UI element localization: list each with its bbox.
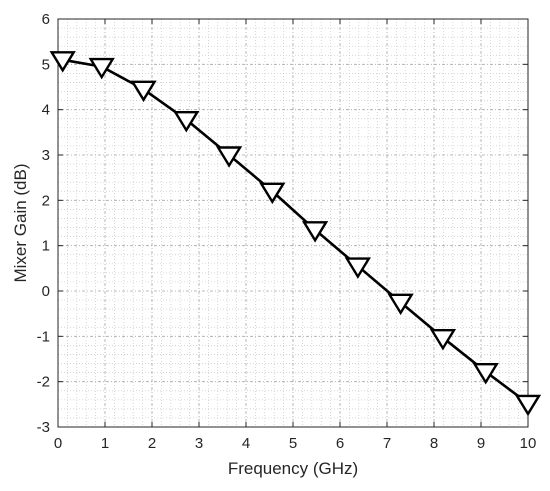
data-point-marker (514, 394, 542, 417)
data-point-marker (49, 51, 76, 73)
x-tick-label: 6 (336, 435, 344, 452)
y-tick-labels: -3 -2 -1 0 1 2 3 4 5 6 (37, 11, 50, 436)
series-line (62, 58, 529, 405)
x-axis-label: Frequency (GHz) (228, 459, 358, 478)
x-tick-label: 3 (195, 435, 203, 452)
x-tick-labels: 0 1 2 3 4 5 6 7 8 9 10 (54, 435, 537, 452)
y-tick-label: 6 (42, 11, 50, 28)
series-layer (49, 51, 542, 417)
y-axis-label: Mixer Gain (dB) (11, 163, 30, 282)
data-point-marker (130, 80, 157, 103)
x-tick-label: 5 (289, 435, 297, 452)
data-point-marker (173, 110, 200, 133)
axis-ticks (57, 18, 529, 428)
data-point-marker (259, 182, 286, 205)
y-tick-label: -1 (37, 328, 50, 345)
x-tick-label: 0 (54, 435, 62, 452)
data-point-marker (215, 146, 243, 168)
data-point-marker (88, 57, 115, 80)
y-tick-label: 0 (42, 283, 50, 300)
y-tick-label: 2 (42, 192, 50, 209)
data-point-marker (344, 257, 371, 279)
x-tick-label: 9 (477, 435, 485, 452)
y-tick-label: -3 (37, 419, 50, 436)
y-tick-label: 1 (42, 238, 50, 255)
x-tick-label: 4 (242, 435, 250, 452)
x-tick-label: 10 (520, 435, 537, 452)
data-point-marker (387, 293, 414, 316)
data-point-marker (472, 362, 499, 385)
data-point-marker (301, 221, 329, 243)
y-tick-label: -2 (37, 374, 50, 391)
y-tick-label: 5 (42, 56, 50, 73)
data-point-marker (429, 328, 457, 351)
x-tick-label: 8 (430, 435, 438, 452)
y-tick-label: 3 (42, 147, 50, 164)
y-tick-label: 4 (42, 102, 50, 119)
x-tick-label: 1 (101, 435, 109, 452)
x-tick-label: 2 (148, 435, 156, 452)
x-tick-label: 7 (383, 435, 391, 452)
